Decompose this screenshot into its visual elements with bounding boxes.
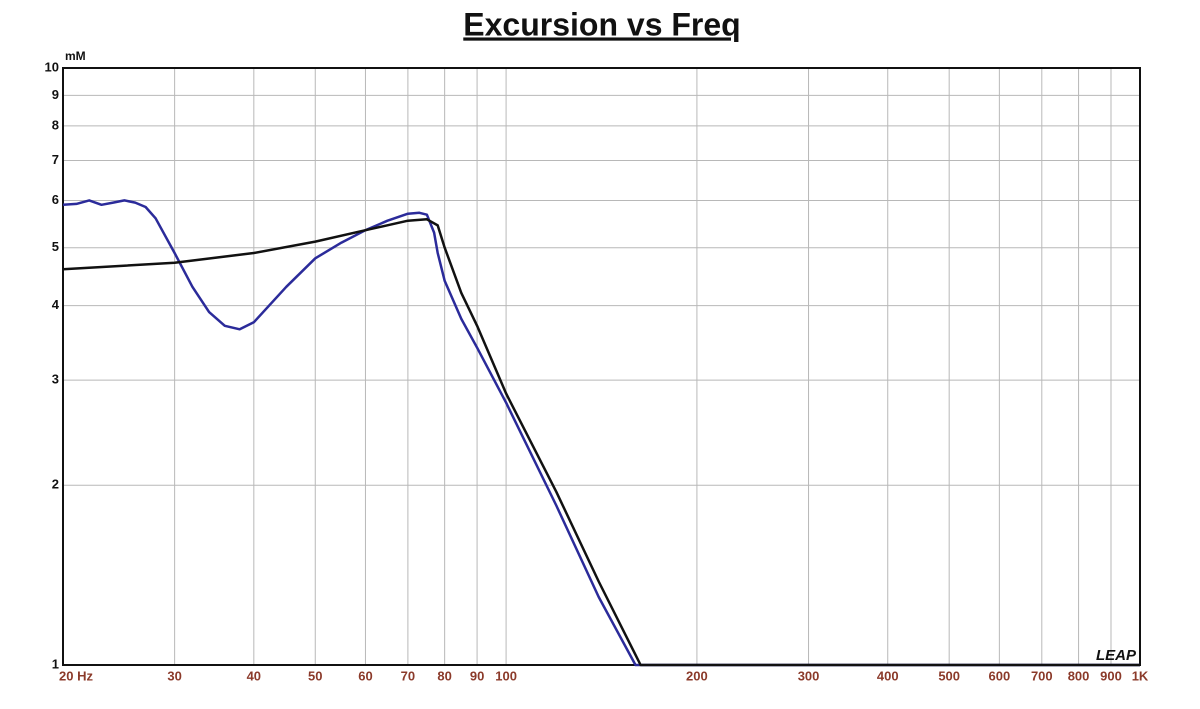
plot-frame	[62, 67, 1141, 666]
y-tick-label: 7	[52, 152, 59, 167]
x-tick-label: 800	[1068, 668, 1090, 683]
x-tick-label: 30	[167, 668, 181, 683]
x-tick-label: 70	[401, 668, 415, 683]
x-tick-label: 20 Hz	[59, 668, 93, 683]
y-tick-label: 4	[52, 297, 60, 312]
series-line	[62, 199, 1140, 667]
logo: LEAP	[1096, 647, 1137, 664]
x-tick-label: 60	[358, 668, 372, 683]
x-tick-label: 700	[1031, 668, 1053, 683]
y-tick-label: 6	[52, 192, 59, 207]
x-tick-label: 90	[470, 668, 484, 683]
x-tick-label: 1K	[1132, 668, 1149, 683]
x-tick-label: 500	[938, 668, 960, 683]
x-tick-label: 100	[495, 668, 517, 683]
y-tick-label: 1	[52, 656, 59, 671]
x-tick-label: 600	[989, 668, 1011, 683]
y-tick-label: 5	[52, 239, 59, 254]
y-tick-label: 10	[45, 59, 59, 74]
x-tick-label: 900	[1100, 668, 1122, 683]
x-tick-label: 80	[437, 668, 451, 683]
x-tick-label: 40	[247, 668, 261, 683]
chart-title: Excursion vs Freq	[463, 6, 740, 42]
x-tick-label: 300	[798, 668, 820, 683]
y-tick-label: 2	[52, 477, 59, 492]
y-tick-label: 3	[52, 372, 59, 387]
y-unit: mM	[65, 49, 86, 63]
y-tick-label: 8	[52, 117, 59, 132]
series-line	[62, 218, 1140, 667]
x-tick-label: 200	[686, 668, 708, 683]
x-tick-label: 50	[308, 668, 322, 683]
y-tick-label: 9	[52, 87, 59, 102]
x-tick-label: 400	[877, 668, 899, 683]
